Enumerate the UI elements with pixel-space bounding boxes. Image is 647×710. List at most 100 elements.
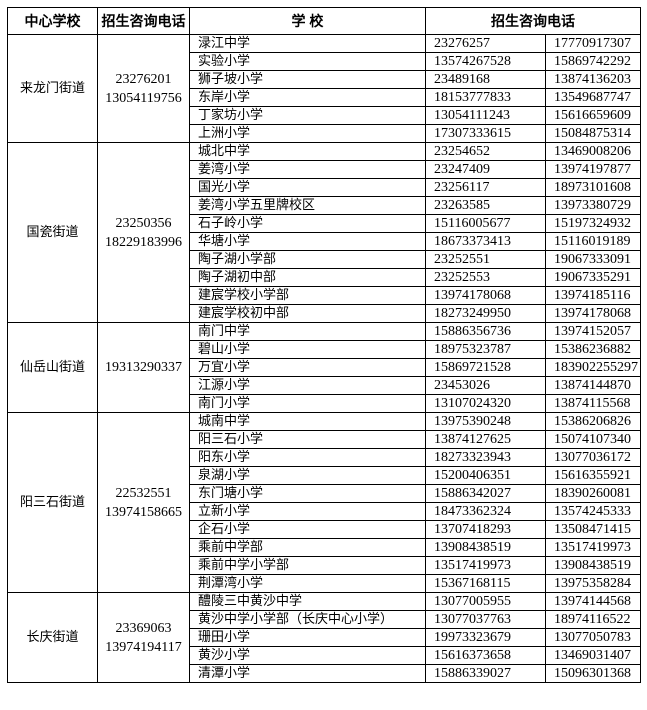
table-body: 来龙门街道 23276201 13054119756 渌江中学 23276257 1777… <box>7 34 641 683</box>
school-phone2-cell: 19067333091 <box>545 250 641 269</box>
school-phone2-cell: 15096301368 <box>545 664 641 683</box>
school-phone1-cell: 23252551 <box>425 250 546 269</box>
street-name-cell: 阳三石街道 <box>7 412 98 593</box>
school-phone2-cell: 13974178068 <box>545 304 641 323</box>
school-name-cell: 黄沙小学 <box>189 646 426 665</box>
school-phone2-cell: 15386236882 <box>545 340 641 359</box>
school-row: 狮子坡小学 23489168 13874136203 <box>8 70 641 89</box>
school-name-cell: 上洲小学 <box>189 124 426 143</box>
street-phone-cell: 19313290337 <box>97 322 190 413</box>
school-phone2-cell: 18973101608 <box>545 178 641 197</box>
school-phone2-cell: 13874115568 <box>545 394 641 413</box>
street-phone-number: 13974194117 <box>105 639 182 655</box>
school-phone2-cell: 13077050783 <box>545 628 641 647</box>
school-name-cell: 实验小学 <box>189 52 426 71</box>
school-row: 清潭小学 15886339027 15096301368 <box>8 664 641 683</box>
school-name-cell: 乘前中学小学部 <box>189 556 426 575</box>
school-phone2-cell: 13517419973 <box>545 538 641 557</box>
school-row: 仙岳山街道 19313290337 南门中学 15886356736 139741520… <box>7 322 641 413</box>
school-name-cell: 清潭小学 <box>189 664 426 683</box>
school-row: 阳东小学 18273323943 13077036172 <box>8 448 641 467</box>
school-phone2-cell: 18390260081 <box>545 484 641 503</box>
school-row: 乘前中学部 13908438519 13517419973 <box>8 538 641 557</box>
school-phone2-cell: 13574245333 <box>545 502 641 521</box>
school-phone1-cell: 23453026 <box>425 376 546 395</box>
school-name-cell: 阳东小学 <box>189 448 426 467</box>
street-name-cell: 来龙门街道 <box>7 34 98 143</box>
street-phone-cell: 22532551 13974158665 <box>97 412 190 593</box>
school-phone1-cell: 18975323787 <box>425 340 546 359</box>
school-phone1-cell: 23252553 <box>425 268 546 287</box>
school-phone1-cell: 13707418293 <box>425 520 546 539</box>
school-phone2-cell: 15116019189 <box>545 232 641 251</box>
street-name-cell: 长庆街道 <box>7 592 98 683</box>
school-phone2-cell: 15386206826 <box>545 412 641 431</box>
school-phone2-cell: 13974144568 <box>545 592 641 611</box>
school-phone1-cell: 23254652 <box>425 142 546 161</box>
school-phone2-cell: 13549687747 <box>545 88 641 107</box>
school-name-cell: 珊田小学 <box>189 628 426 647</box>
school-phone1-cell: 18273249950 <box>425 304 546 323</box>
street-phone-number: 23250356 <box>115 215 172 231</box>
school-row: 长庆街道 23369063 13974194117 醴陵三中黄沙中学 130770059… <box>7 592 641 683</box>
school-phone1-cell: 23247409 <box>425 160 546 179</box>
school-phone1-cell: 18673373413 <box>425 232 546 251</box>
school-phone1-cell: 13574267528 <box>425 52 546 71</box>
street-phone-number: 22532551 <box>115 485 172 501</box>
school-name-cell: 东岸小学 <box>189 88 426 107</box>
school-phone1-cell: 15886342027 <box>425 484 546 503</box>
school-name-cell: 南门中学 <box>189 322 426 341</box>
school-name-cell: 城北中学 <box>189 142 426 161</box>
school-phone2-cell: 13974197877 <box>545 160 641 179</box>
school-name-cell: 乘前中学部 <box>189 538 426 557</box>
school-name-cell: 泉湖小学 <box>189 466 426 485</box>
school-name-cell: 江源小学 <box>189 376 426 395</box>
school-name-cell: 华塘小学 <box>189 232 426 251</box>
school-phone2-cell: 13975358284 <box>545 574 641 593</box>
school-phone1-cell: 13077037763 <box>425 610 546 629</box>
school-name-cell: 丁家坊小学 <box>189 106 426 125</box>
school-phone2-cell: 13077036172 <box>545 448 641 467</box>
school-phone2-cell: 15616659609 <box>545 106 641 125</box>
school-name-cell: 建宸学校小学部 <box>189 286 426 305</box>
school-name-cell: 陶子湖小学部 <box>189 250 426 269</box>
school-phone1-cell: 23489168 <box>425 70 546 89</box>
school-phone1-cell: 15367168115 <box>425 574 546 593</box>
school-phone1-cell: 17307333615 <box>425 124 546 143</box>
school-phone2-cell: 15616355921 <box>545 466 641 485</box>
school-row: 石子岭小学 15116005677 15197324932 <box>8 214 641 233</box>
school-name-cell: 万宜小学 <box>189 358 426 377</box>
street-phone-cell: 23276201 13054119756 <box>97 34 190 143</box>
school-phone2-cell: 15074107340 <box>545 430 641 449</box>
school-phone2-cell: 19067335291 <box>545 268 641 287</box>
table-header: 中心学校 招生咨询电话 学 校 招生咨询电话 <box>7 7 641 35</box>
school-row: 南门小学 13107024320 13874115568 <box>8 394 641 413</box>
school-phone1-cell: 13077005955 <box>425 592 546 611</box>
school-row: 阳三石街道 22532551 13974158665 城南中学 13975390248 1… <box>7 412 641 593</box>
school-row: 陶子湖初中部 23252553 19067335291 <box>8 268 641 287</box>
school-name-cell: 立新小学 <box>189 502 426 521</box>
school-name-cell: 建宸学校初中部 <box>189 304 426 323</box>
street-name-cell: 仙岳山街道 <box>7 322 98 413</box>
school-row: 阳三石小学 13874127625 15074107340 <box>8 430 641 449</box>
school-phone2-cell: 13973380729 <box>545 196 641 215</box>
school-phone2-cell: 13974185116 <box>545 286 641 305</box>
school-name-cell: 姜湾小学 <box>189 160 426 179</box>
school-row: 万宜小学 15869721528 183902255297 <box>8 358 641 377</box>
school-name-cell: 国光小学 <box>189 178 426 197</box>
school-phone1-cell: 13107024320 <box>425 394 546 413</box>
school-phone1-cell: 23276257 <box>425 34 546 53</box>
school-phone2-cell: 13974152057 <box>545 322 641 341</box>
school-phone1-cell: 15886356736 <box>425 322 546 341</box>
header-school-phone: 招生咨询电话 <box>425 7 641 35</box>
school-phone1-cell: 15869721528 <box>425 358 546 377</box>
school-phone1-cell: 23256117 <box>425 178 546 197</box>
street-phone-number: 18229183996 <box>105 234 182 250</box>
school-phone1-cell: 23263585 <box>425 196 546 215</box>
street-phone-cell: 23369063 13974194117 <box>97 592 190 683</box>
street-phone-number: 23276201 <box>115 71 172 87</box>
school-row: 国光小学 23256117 18973101608 <box>8 178 641 197</box>
school-name-cell: 狮子坡小学 <box>189 70 426 89</box>
school-name-cell: 姜湾小学五里牌校区 <box>189 196 426 215</box>
school-row: 来龙门街道 23276201 13054119756 渌江中学 23276257 1777… <box>7 34 641 143</box>
